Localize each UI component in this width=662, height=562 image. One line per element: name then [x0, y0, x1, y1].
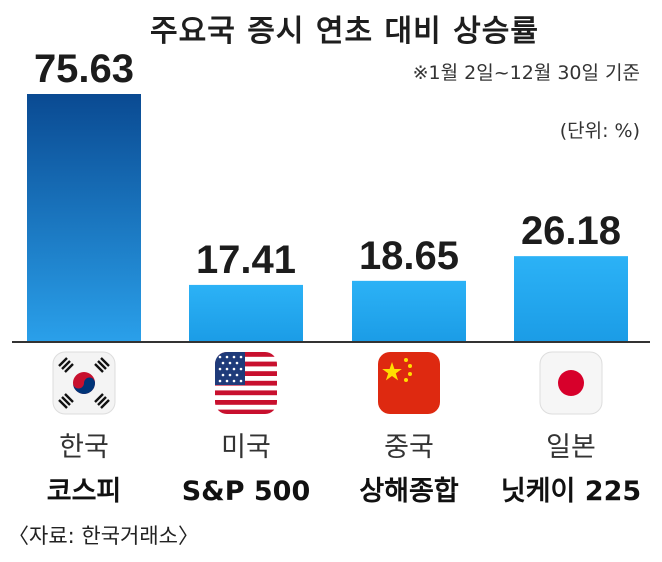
value-label-shanghai: 18.65 [359, 234, 459, 278]
usa-flag [215, 352, 277, 414]
date-range-note: ※1월 2일~12월 30일 기준 [412, 62, 640, 84]
japan-flag [539, 351, 603, 415]
value-label-nikkei: 26.18 [521, 209, 621, 253]
index-label-shanghai: 상해종합 [359, 476, 459, 507]
chart-title: 주요국 증시 연초 대비 상승률 [150, 14, 539, 49]
index-label-nikkei: 닛케이 225 [501, 476, 641, 507]
country-label-sp500: 미국 [221, 432, 271, 463]
bar-nikkei [514, 256, 628, 342]
bar-sp500 [189, 284, 303, 342]
value-label-sp500: 17.41 [196, 238, 296, 282]
bar-kospi [27, 94, 141, 342]
index-label-sp500: S&P 500 [182, 476, 311, 507]
korea-flag [52, 351, 116, 415]
bar-shanghai [352, 280, 466, 342]
index-label-kospi: 코스피 [47, 476, 122, 507]
country-label-nikkei: 일본 [546, 432, 596, 463]
source-note: 〈자료: 한국거래소〉 [8, 524, 199, 548]
country-label-kospi: 한국 [59, 432, 109, 463]
country-label-shanghai: 중국 [384, 432, 434, 463]
unit-label: (단위: %) [559, 120, 640, 142]
value-label-kospi: 75.63 [34, 47, 134, 91]
china-flag [378, 352, 440, 414]
